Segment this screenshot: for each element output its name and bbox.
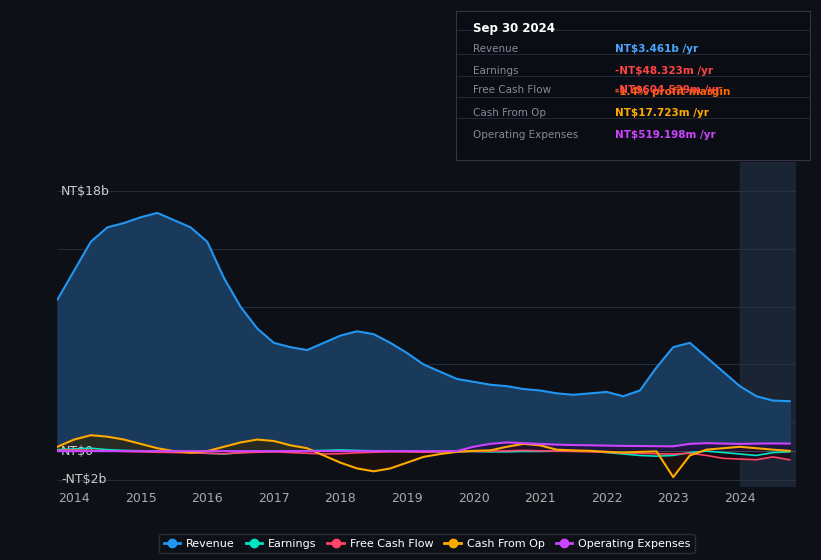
Text: -1.4% profit margin: -1.4% profit margin xyxy=(615,87,731,97)
Text: NT$0: NT$0 xyxy=(62,445,94,458)
Text: -NT$48.323m /yr: -NT$48.323m /yr xyxy=(615,66,713,76)
Text: NT$18b: NT$18b xyxy=(62,185,110,198)
Text: -NT$604.529m /yr: -NT$604.529m /yr xyxy=(615,86,720,95)
Text: NT$17.723m /yr: NT$17.723m /yr xyxy=(615,108,709,118)
Legend: Revenue, Earnings, Free Cash Flow, Cash From Op, Operating Expenses: Revenue, Earnings, Free Cash Flow, Cash … xyxy=(159,534,695,553)
Text: -NT$2b: -NT$2b xyxy=(62,474,107,487)
Text: Sep 30 2024: Sep 30 2024 xyxy=(474,22,555,35)
Bar xyxy=(740,162,796,487)
Text: Cash From Op: Cash From Op xyxy=(474,108,547,118)
Text: Earnings: Earnings xyxy=(474,66,519,76)
Text: Free Cash Flow: Free Cash Flow xyxy=(474,86,552,95)
Text: Operating Expenses: Operating Expenses xyxy=(474,130,579,140)
Text: NT$519.198m /yr: NT$519.198m /yr xyxy=(615,130,716,140)
Text: NT$3.461b /yr: NT$3.461b /yr xyxy=(615,44,699,54)
Text: Revenue: Revenue xyxy=(474,44,519,54)
